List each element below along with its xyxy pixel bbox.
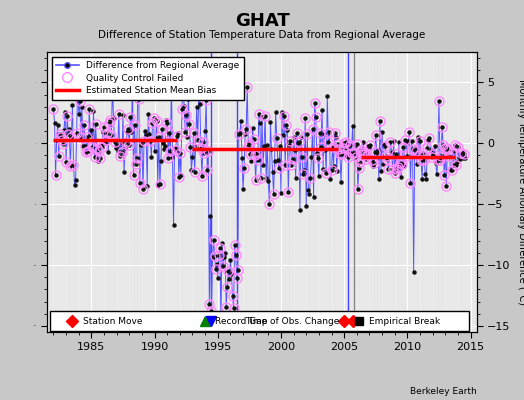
Text: Time of Obs. Change: Time of Obs. Change <box>246 316 340 326</box>
Text: Difference of Station Temperature Data from Regional Average: Difference of Station Temperature Data f… <box>99 30 425 40</box>
Text: Station Move: Station Move <box>83 316 142 326</box>
Text: GHAT: GHAT <box>235 12 289 30</box>
Text: Empirical Break: Empirical Break <box>369 316 441 326</box>
FancyBboxPatch shape <box>50 311 470 331</box>
Legend: Difference from Regional Average, Quality Control Failed, Estimated Station Mean: Difference from Regional Average, Qualit… <box>52 56 244 100</box>
Y-axis label: Monthly Temperature Anomaly Difference (°C): Monthly Temperature Anomaly Difference (… <box>517 79 524 305</box>
Text: Record Gap: Record Gap <box>215 316 268 326</box>
Text: Berkeley Earth: Berkeley Earth <box>410 387 477 396</box>
